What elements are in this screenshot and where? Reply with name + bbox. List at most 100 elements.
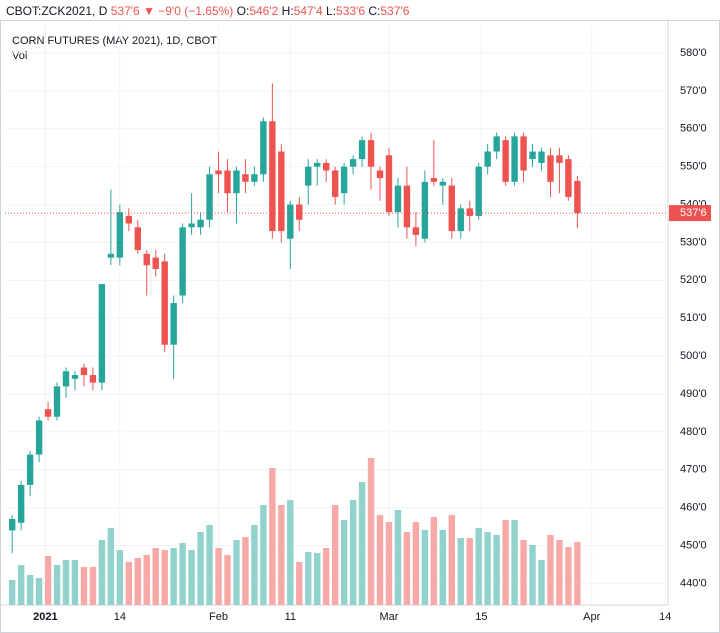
volume-bar — [574, 542, 581, 605]
candle-body — [143, 253, 150, 266]
volume-bar — [53, 565, 61, 605]
candle-body — [466, 208, 473, 216]
candle-body — [233, 170, 240, 194]
y-tick-label: 520'0 — [680, 274, 707, 286]
candle-body — [556, 155, 563, 163]
candle-body — [152, 257, 159, 269]
volume-bar — [224, 555, 231, 605]
symbol: CBOT:ZCK2021, D — [6, 4, 108, 18]
y-tick-label: 440'0 — [680, 577, 707, 589]
volume-bar — [314, 553, 321, 605]
volume-bar — [44, 556, 52, 605]
candle-body — [44, 409, 52, 417]
y-tick-label: 470'0 — [680, 464, 707, 476]
volume-bar — [179, 543, 186, 605]
candle-body — [430, 178, 438, 182]
candle-body — [242, 174, 249, 182]
candle-body — [53, 386, 61, 417]
x-tick-label: 2021 — [33, 611, 57, 623]
x-tick-label: 14 — [114, 611, 126, 623]
candle-body — [269, 121, 276, 232]
ohlc-label: H: — [281, 4, 294, 18]
volume-bar — [421, 530, 429, 605]
volume-bar — [358, 482, 366, 605]
candle-body — [62, 371, 70, 387]
x-tick-label: 15 — [475, 611, 487, 623]
y-tick-label: 530'0 — [680, 236, 707, 248]
volume-bar — [349, 500, 357, 605]
candle-body — [179, 227, 186, 296]
volume-bar — [439, 530, 447, 605]
ohlc-value: 537'6 — [380, 4, 410, 18]
candle-body — [26, 454, 34, 485]
volume-bar — [403, 532, 411, 605]
volume-bar — [98, 540, 106, 605]
volume-bar — [80, 567, 88, 605]
candle-body — [215, 170, 222, 175]
candle-body — [412, 227, 420, 235]
candle-body — [17, 484, 25, 523]
volume-bar — [251, 525, 258, 605]
volume-bar — [448, 515, 455, 605]
candle-body — [529, 151, 536, 160]
y-tick-label: 580'0 — [680, 47, 707, 59]
volume-bar — [493, 535, 500, 605]
candle-body — [502, 140, 509, 182]
x-tick-label: 11 — [285, 611, 296, 623]
ohlc-value: 533'6 — [336, 4, 366, 18]
volume-bar — [511, 520, 518, 605]
ohlc-label: C: — [368, 4, 381, 18]
candle-body — [322, 162, 330, 171]
candle-body — [403, 185, 411, 228]
volume-bar — [260, 505, 267, 605]
candle-body — [538, 151, 545, 163]
volume-bar — [385, 522, 393, 605]
ohlc-label: O: — [236, 4, 250, 18]
candle-body — [394, 185, 402, 213]
grid — [5, 25, 668, 605]
candle-body — [116, 212, 124, 258]
volume-bar — [143, 555, 150, 605]
volume-bar — [376, 515, 384, 605]
candle-body — [296, 204, 303, 220]
volume-bar — [457, 538, 464, 605]
volume-bar — [8, 580, 16, 605]
candle-body — [385, 155, 393, 213]
last-price: 537'6 — [110, 4, 140, 18]
volume-bar — [502, 520, 509, 605]
y-tick-label: 550'0 — [680, 161, 707, 173]
volume-bar — [394, 510, 402, 605]
volume-bar — [305, 552, 312, 605]
volume-bar — [430, 517, 438, 605]
change: −9'0 (−1.65%) — [158, 4, 234, 18]
candle-body — [547, 155, 554, 182]
volume-bar — [134, 558, 141, 605]
candle-body — [511, 136, 518, 182]
ohlc-value: 547'4 — [293, 4, 323, 18]
candle-body — [574, 180, 581, 214]
symbol-header: CBOT:ZCK2021, D 537'6 ▼ −9'0 (−1.65%) O:… — [6, 4, 409, 18]
volume-bar — [331, 505, 339, 605]
ohlc-label: L: — [326, 4, 337, 18]
candle-body — [197, 219, 204, 228]
volume-bar — [367, 458, 375, 605]
volume-bar — [26, 575, 34, 605]
candle-body — [260, 121, 267, 175]
candle-body — [439, 181, 447, 186]
volume-bar — [116, 550, 124, 605]
candle-body — [206, 174, 213, 220]
candle-body — [367, 140, 375, 167]
last-price-label: 537'6 — [680, 207, 707, 219]
candle-body — [493, 136, 500, 152]
candle-body — [376, 170, 384, 179]
y-tick-label: 570'0 — [680, 85, 707, 97]
volume-bar — [107, 528, 115, 605]
candle-body — [287, 204, 294, 239]
candle-body — [125, 215, 133, 224]
volume-label: Vol — [12, 50, 27, 62]
candle-body — [251, 174, 258, 182]
volume-bar — [71, 560, 79, 605]
volume-bar — [520, 540, 527, 605]
